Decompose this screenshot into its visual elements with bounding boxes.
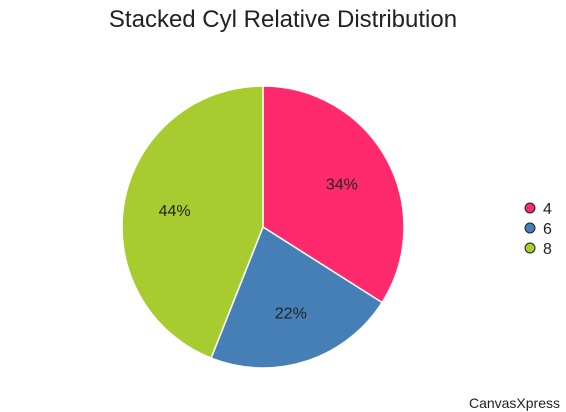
legend-marker-6: [524, 222, 536, 234]
legend-label-6: 6: [543, 221, 552, 238]
pie-slice-labels: 34% 22% 44%: [159, 177, 358, 323]
slice-percent-label-6: 22%: [275, 306, 307, 323]
slice-percent-label-4: 34%: [326, 177, 358, 194]
slice-percent-label-8: 44%: [159, 203, 191, 220]
chart-title: Stacked Cyl Relative Distribution: [109, 6, 457, 33]
pie-slice-6: [210, 225, 384, 369]
pie-slice-8: [121, 85, 264, 360]
legend: 4 6 8: [524, 201, 552, 258]
legend-marker-4: [524, 202, 536, 214]
pie-slices: [121, 85, 405, 369]
legend-marker-8: [524, 242, 536, 254]
pie-slice-4: [262, 85, 405, 304]
legend-label-8: 8: [543, 241, 552, 258]
legend-label-4: 4: [543, 201, 552, 218]
watermark-credit: CanvasXpress: [469, 395, 560, 411]
